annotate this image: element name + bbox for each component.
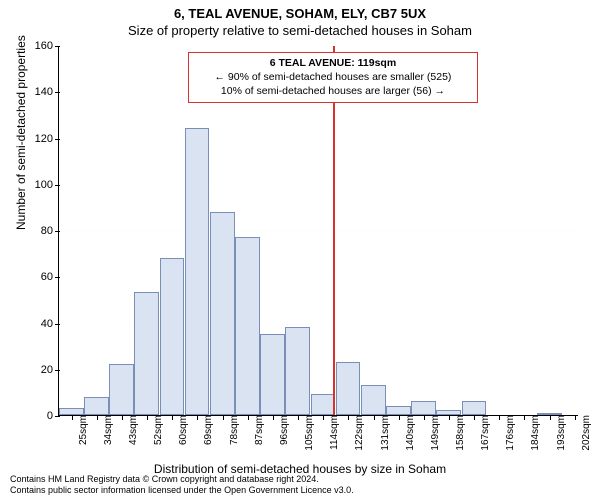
x-tick-mark — [147, 415, 148, 420]
attribution-line-2: Contains public sector information licen… — [10, 485, 354, 496]
annotation-line: 10% of semi-detached houses are larger (… — [195, 84, 471, 98]
histogram-bar — [311, 394, 336, 415]
x-tick-label: 158sqm — [453, 415, 466, 451]
x-tick-label: 25sqm — [76, 415, 89, 445]
y-tick-label: 120 — [35, 133, 59, 145]
y-tick-label: 140 — [35, 86, 59, 98]
annotation-line: ← 90% of semi-detached houses are smalle… — [195, 70, 471, 84]
x-tick-mark — [97, 415, 98, 420]
x-tick-mark — [524, 415, 525, 420]
x-tick-mark — [474, 415, 475, 420]
attribution-text: Contains HM Land Registry data © Crown c… — [10, 474, 354, 497]
histogram-bar — [462, 401, 487, 415]
x-tick-mark — [499, 415, 500, 420]
chart-subtitle: Size of property relative to semi-detach… — [0, 21, 600, 42]
x-tick-mark — [72, 415, 73, 420]
attribution-line-1: Contains HM Land Registry data © Crown c… — [10, 474, 354, 485]
x-tick-mark — [550, 415, 551, 420]
y-tick-label: 0 — [47, 410, 59, 422]
x-tick-mark — [399, 415, 400, 420]
x-tick-label: 193sqm — [554, 415, 567, 451]
y-tick-label: 100 — [35, 179, 59, 191]
x-tick-mark — [172, 415, 173, 420]
x-tick-label: 34sqm — [101, 415, 114, 445]
annotation-line: 6 TEAL AVENUE: 119sqm — [195, 56, 471, 70]
x-tick-label: 202sqm — [579, 415, 592, 451]
y-tick-label: 20 — [41, 364, 59, 376]
plot-area: 6 TEAL AVENUE: 119sqm← 90% of semi-detac… — [58, 46, 578, 416]
x-tick-label: 167sqm — [478, 415, 491, 451]
x-tick-mark — [248, 415, 249, 420]
x-tick-label: 60sqm — [176, 415, 189, 445]
histogram-bar — [109, 364, 134, 415]
histogram-bar — [59, 408, 84, 415]
histogram-bar — [235, 237, 260, 415]
x-tick-mark — [424, 415, 425, 420]
x-tick-label: 69sqm — [201, 415, 214, 445]
y-tick-label: 80 — [41, 225, 59, 237]
histogram-bar — [361, 385, 386, 415]
histogram-bar — [285, 327, 310, 415]
chart-supertitle: 6, TEAL AVENUE, SOHAM, ELY, CB7 5UX — [0, 0, 600, 21]
x-tick-mark — [323, 415, 324, 420]
x-tick-mark — [197, 415, 198, 420]
histogram-bar — [185, 128, 210, 415]
x-tick-mark — [348, 415, 349, 420]
y-tick-label: 160 — [35, 40, 59, 52]
x-tick-label: 52sqm — [151, 415, 164, 445]
annotation-box: 6 TEAL AVENUE: 119sqm← 90% of semi-detac… — [188, 52, 478, 103]
x-tick-mark — [298, 415, 299, 420]
x-tick-mark — [122, 415, 123, 420]
x-tick-label: 105sqm — [302, 415, 315, 451]
y-tick-label: 40 — [41, 318, 59, 330]
histogram-bar — [336, 362, 361, 415]
histogram-bar — [134, 292, 159, 415]
chart-area: 6 TEAL AVENUE: 119sqm← 90% of semi-detac… — [58, 46, 578, 416]
x-tick-mark — [374, 415, 375, 420]
x-tick-label: 43sqm — [126, 415, 139, 445]
histogram-bar — [210, 212, 235, 416]
x-tick-label: 149sqm — [428, 415, 441, 451]
x-tick-mark — [273, 415, 274, 420]
histogram-bar — [260, 334, 285, 415]
histogram-bar — [160, 258, 185, 415]
histogram-bar — [411, 401, 436, 415]
x-tick-label: 131sqm — [378, 415, 391, 451]
histogram-bar — [84, 397, 109, 416]
x-tick-label: 114sqm — [327, 415, 340, 450]
x-tick-label: 87sqm — [252, 415, 265, 445]
x-tick-label: 122sqm — [352, 415, 365, 451]
x-tick-label: 78sqm — [227, 415, 240, 445]
x-tick-label: 176sqm — [503, 415, 516, 451]
histogram-bar — [386, 406, 411, 415]
y-tick-label: 60 — [41, 271, 59, 283]
x-tick-label: 184sqm — [528, 415, 541, 451]
x-tick-mark — [223, 415, 224, 420]
y-axis-label: Number of semi-detached properties — [14, 35, 28, 230]
x-tick-label: 96sqm — [277, 415, 290, 445]
x-tick-label: 140sqm — [403, 415, 416, 451]
x-tick-mark — [575, 415, 576, 420]
x-tick-mark — [449, 415, 450, 420]
